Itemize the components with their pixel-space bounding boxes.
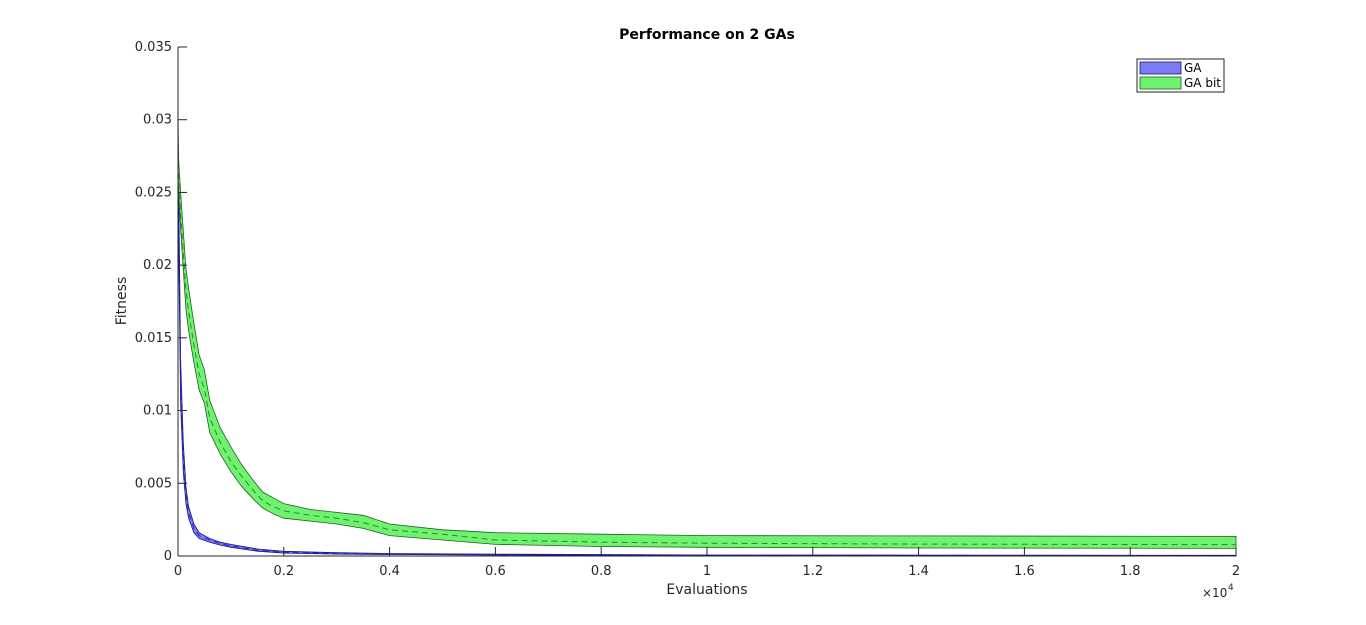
x-tick-label: 0 [174,564,182,579]
axes: 0 0.2 0.4 0.6 0.8 1 1.2 1.4 1.6 1.8 2 0 0.005 0.01 0.0… [135,40,1240,579]
x-axis-label: Evaluations [666,582,747,598]
chart-title: Performance on 2 GAs [619,27,795,43]
x-tick-label: 0.2 [273,564,294,579]
y-tick-label: 0.025 [135,185,172,200]
y-tick-label: 0.015 [135,331,172,346]
x-tick-label: 1.6 [1014,564,1035,579]
band-ga-bit [177,148,1237,549]
x-multiplier-exponent: 4 [1228,583,1234,593]
x-tick-label: 1 [703,564,711,579]
x-tick-label: 0.6 [485,564,506,579]
plot-area [177,105,1237,557]
legend-swatch-ga-bit [1139,76,1182,90]
x-tick-label: 1.8 [1120,564,1141,579]
y-tick-label: 0.02 [143,258,172,273]
mean-line-ga-bit [177,163,1237,546]
legend-label-ga: GA [1184,61,1202,75]
y-tick-label: 0 [164,549,172,564]
x-tick-label: 2 [1232,564,1240,579]
x-multiplier: ×10 4 [1202,583,1234,600]
band-ga [177,105,1237,557]
y-tick-label: 0.01 [143,404,172,419]
mean-line-ga [177,134,1237,557]
x-tick-label: 0.8 [591,564,612,579]
y-axis-label: Fitness [114,277,130,326]
y-tick-label: 0.03 [143,113,172,128]
x-tick-label: 0.4 [379,564,400,579]
y-tick-label: 0.035 [135,40,172,55]
legend-swatch-ga [1139,61,1182,75]
legend-label-ga-bit: GA bit [1184,76,1221,90]
x-multiplier-base: ×10 [1202,586,1227,600]
y-tick-label: 0.005 [135,476,172,491]
x-tick-label: 1.4 [908,564,929,579]
x-tick-label: 1.2 [802,564,823,579]
